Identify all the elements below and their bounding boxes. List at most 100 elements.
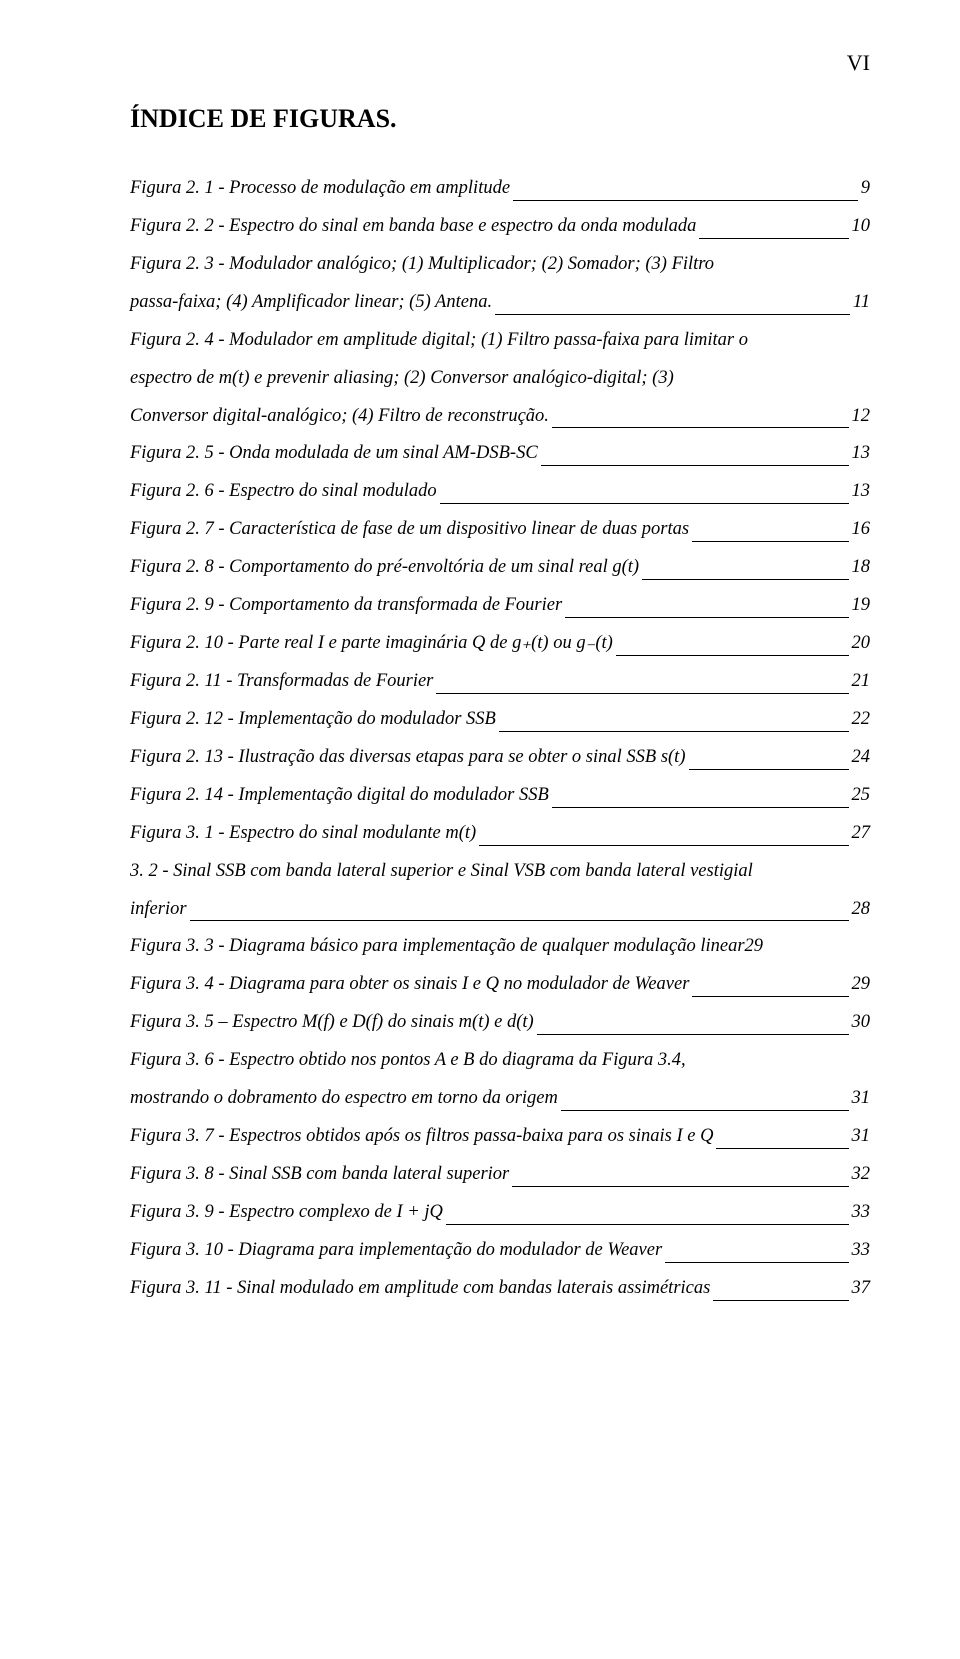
toc-entry-text: Figura 2. 5 - Onda modulada de um sinal …: [130, 435, 538, 473]
toc-entry-text: passa-faixa; (4) Amplificador linear; (5…: [130, 284, 492, 322]
toc-entry-page: 29: [745, 928, 764, 966]
toc-entry-page: 10: [852, 208, 871, 246]
toc-entry-text: Figura 2. 9 - Comportamento da transform…: [130, 587, 562, 625]
toc-entry-page: 13: [852, 473, 871, 511]
toc-leader: [513, 200, 858, 201]
toc-entry-text: Figura 3. 10 - Diagrama para implementaç…: [130, 1232, 662, 1270]
toc-leader: [716, 1148, 848, 1149]
toc-entry-page: 11: [853, 284, 870, 322]
toc-leader: [665, 1262, 848, 1263]
toc-leader: [642, 579, 848, 580]
toc-entry: Figura 3. 7 - Espectros obtidos após os …: [130, 1118, 870, 1156]
toc-leader: [190, 920, 849, 921]
toc-entry-text: Figura 3. 3 - Diagrama básico para imple…: [130, 928, 745, 966]
toc-entry-page: 19: [852, 587, 871, 625]
table-of-figures: Figura 2. 1 - Processo de modulação em a…: [130, 170, 870, 1308]
toc-entry-text: Figura 3. 7 - Espectros obtidos após os …: [130, 1118, 713, 1156]
toc-entry-page: 9: [861, 170, 870, 208]
toc-entry-page: 21: [852, 663, 871, 701]
toc-entry: Figura 3. 4 - Diagrama para obter os sin…: [130, 966, 870, 1004]
toc-entry-text: Figura 3. 5 – Espectro M(f) e D(f) do si…: [130, 1004, 534, 1042]
toc-entry: Figura 2. 11 - Transformadas de Fourier 2…: [130, 663, 870, 701]
toc-entry: passa-faixa; (4) Amplificador linear; (5…: [130, 284, 870, 322]
toc-entry-line: 3. 2 - Sinal SSB com banda lateral super…: [130, 853, 870, 891]
toc-entry-line: Figura 2. 3 - Modulador analógico; (1) M…: [130, 246, 870, 284]
toc-entry-page: 20: [852, 625, 871, 663]
toc-leader: [713, 1300, 848, 1301]
toc-entry-line: Figura 2. 4 - Modulador em amplitude dig…: [130, 322, 870, 360]
toc-entry: Figura 2. 12 - Implementação do modulado…: [130, 701, 870, 739]
toc-entry: Figura 2. 2 - Espectro do sinal em banda…: [130, 208, 870, 246]
toc-leader: [499, 731, 849, 732]
toc-entry-page: 33: [852, 1194, 871, 1232]
toc-entry-page: 12: [852, 398, 871, 436]
toc-entry: Figura 2. 7 - Característica de fase de …: [130, 511, 870, 549]
toc-leader: [616, 655, 849, 656]
toc-entry-page: 28: [852, 891, 871, 929]
toc-entry-page: 16: [852, 511, 871, 549]
toc-entry: Figura 2. 10 - Parte real I e parte imag…: [130, 625, 870, 663]
section-title: ÍNDICE DE FIGURAS.: [130, 104, 870, 134]
toc-entry-text: Figura 2. 13 - Ilustração das diversas e…: [130, 739, 686, 777]
toc-entry-text: Figura 2. 7 - Característica de fase de …: [130, 511, 689, 549]
toc-entry-page: 27: [852, 815, 871, 853]
toc-leader: [436, 693, 848, 694]
toc-entry: Figura 2. 8 - Comportamento do pré-envol…: [130, 549, 870, 587]
toc-entry-text: Figura 3. 1 - Espectro do sinal modulant…: [130, 815, 476, 853]
toc-leader: [440, 503, 849, 504]
toc-entry-page: 31: [852, 1080, 871, 1118]
toc-entry-text: Figura 2. 1 - Processo de modulação em a…: [130, 170, 510, 208]
toc-leader: [699, 238, 848, 239]
toc-entry-text: Figura 2. 8 - Comportamento do pré-envol…: [130, 549, 639, 587]
toc-entry-page: 33: [852, 1232, 871, 1270]
toc-entry: Figura 2. 6 - Espectro do sinal modulado…: [130, 473, 870, 511]
toc-entry-line: Figura 3. 6 - Espectro obtido nos pontos…: [130, 1042, 870, 1080]
toc-entry-page: 25: [852, 777, 871, 815]
toc-entry-text: Figura 2. 14 - Implementação digital do …: [130, 777, 549, 815]
toc-entry-text: Figura 2. 2 - Espectro do sinal em banda…: [130, 208, 696, 246]
toc-entry-page: 13: [852, 435, 871, 473]
toc-entry-page: 32: [852, 1156, 871, 1194]
toc-entry-text: Figura 3. 4 - Diagrama para obter os sin…: [130, 966, 689, 1004]
toc-entry: Figura 3. 10 - Diagrama para implementaç…: [130, 1232, 870, 1270]
toc-leader: [561, 1110, 849, 1111]
toc-entry: Figura 3. 11 - Sinal modulado em amplitu…: [130, 1270, 870, 1308]
toc-entry-page: 31: [852, 1118, 871, 1156]
toc-entry: Figura 3. 3 - Diagrama básico para imple…: [130, 928, 870, 966]
toc-entry-page: 29: [852, 966, 871, 1004]
toc-entry-page: 22: [852, 701, 871, 739]
toc-entry-text: mostrando o dobramento do espectro em to…: [130, 1080, 558, 1118]
toc-entry-text: Figura 2. 12 - Implementação do modulado…: [130, 701, 496, 739]
toc-leader: [495, 314, 850, 315]
toc-entry: Figura 2. 1 - Processo de modulação em a…: [130, 170, 870, 208]
toc-entry: Figura 3. 1 - Espectro do sinal modulant…: [130, 815, 870, 853]
toc-leader: [552, 427, 849, 428]
toc-entry-text: Figura 3. 8 - Sinal SSB com banda latera…: [130, 1156, 509, 1194]
toc-entry-line: espectro de m(t) e prevenir aliasing; (2…: [130, 360, 870, 398]
toc-entry: Figura 3. 5 – Espectro M(f) e D(f) do si…: [130, 1004, 870, 1042]
toc-entry: Figura 2. 13 - Ilustração das diversas e…: [130, 739, 870, 777]
toc-entry-page: 37: [852, 1270, 871, 1308]
toc-entry-text: Figura 2. 11 - Transformadas de Fourier: [130, 663, 433, 701]
toc-leader: [689, 769, 849, 770]
toc-entry-text: Figura 3. 11 - Sinal modulado em amplitu…: [130, 1270, 710, 1308]
toc-entry-page: 24: [852, 739, 871, 777]
toc-entry: Figura 3. 8 - Sinal SSB com banda latera…: [130, 1156, 870, 1194]
toc-entry: Figura 2. 9 - Comportamento da transform…: [130, 587, 870, 625]
toc-entry-text: Figura 2. 10 - Parte real I e parte imag…: [130, 625, 613, 663]
toc-leader: [692, 541, 848, 542]
toc-entry-page: 30: [852, 1004, 871, 1042]
toc-leader: [512, 1186, 848, 1187]
toc-entry: mostrando o dobramento do espectro em to…: [130, 1080, 870, 1118]
toc-leader: [446, 1224, 849, 1225]
toc-entry-text: Figura 3. 9 - Espectro complexo de I + j…: [130, 1194, 443, 1232]
toc-entry: Figura 2. 5 - Onda modulada de um sinal …: [130, 435, 870, 473]
toc-entry: Conversor digital-analógico; (4) Filtro …: [130, 398, 870, 436]
toc-entry: inferior 28: [130, 891, 870, 929]
toc-entry: Figura 2. 14 - Implementação digital do …: [130, 777, 870, 815]
toc-entry: Figura 3. 9 - Espectro complexo de I + j…: [130, 1194, 870, 1232]
toc-entry-text: inferior: [130, 891, 187, 929]
toc-leader: [537, 1034, 849, 1035]
toc-entry-text: Figura 2. 6 - Espectro do sinal modulado: [130, 473, 437, 511]
toc-entry-page: 18: [852, 549, 871, 587]
